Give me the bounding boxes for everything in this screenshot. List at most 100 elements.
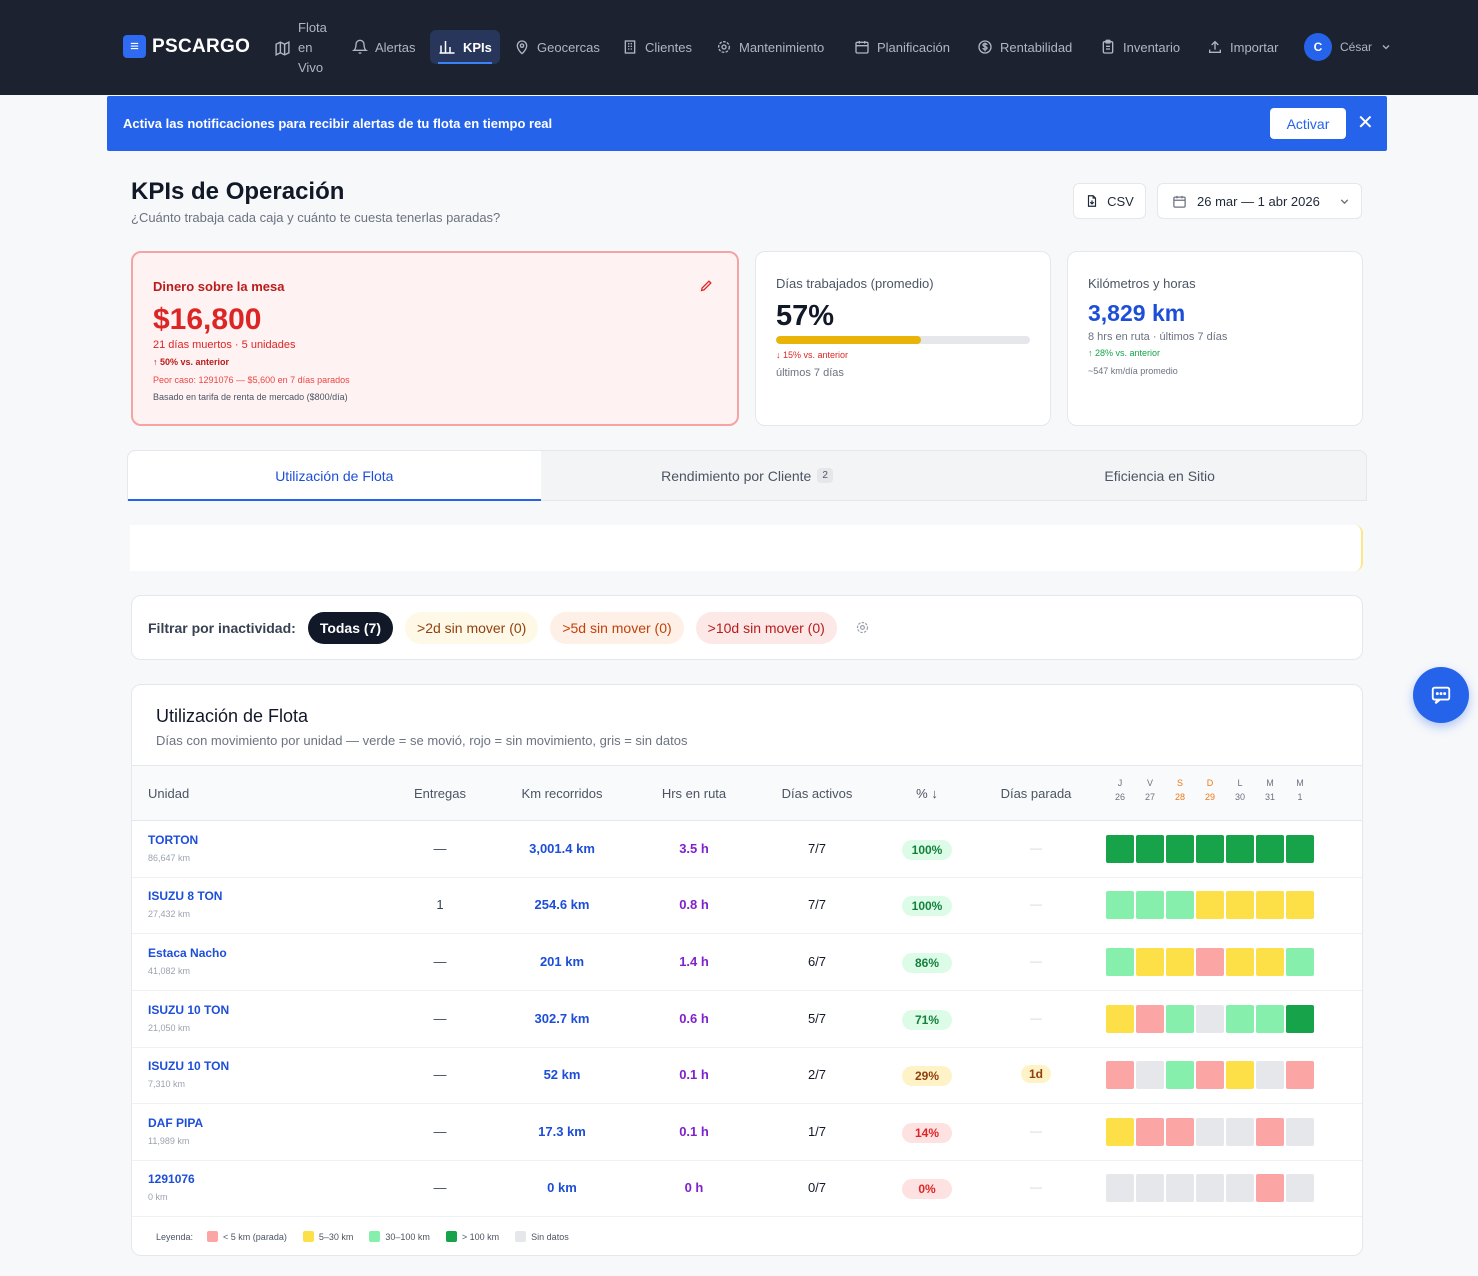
- table-row[interactable]: ISUZU 8 TON 27,432 km 1 254.6 km 0.8 h 7/7 100…: [132, 877, 1362, 934]
- day-activity-cell[interactable]: [1196, 1061, 1224, 1089]
- table-row[interactable]: Estaca Nacho 41,082 km — 201 km 1.4 h 6/7 86% —: [132, 934, 1362, 991]
- header-unidad[interactable]: Unidad: [148, 786, 190, 801]
- day-activity-cell[interactable]: [1226, 891, 1254, 919]
- day-activity-cell[interactable]: [1106, 835, 1134, 863]
- day-activity-cell[interactable]: [1286, 948, 1314, 976]
- day-activity-cell[interactable]: [1106, 1118, 1134, 1146]
- date-range-picker[interactable]: 26 mar — 1 abr 2026: [1157, 183, 1362, 219]
- brand-logo[interactable]: ≡ PSCARGO: [123, 35, 250, 58]
- filter-chip-5d[interactable]: >5d sin mover (0): [550, 611, 684, 644]
- day-activity-cell[interactable]: [1256, 1005, 1284, 1033]
- nav-item-planificacion[interactable]: Planificación: [846, 30, 958, 64]
- nav-item-clientes[interactable]: Clientes: [614, 30, 700, 64]
- day-activity-cell[interactable]: [1106, 1005, 1134, 1033]
- day-activity-cell[interactable]: [1106, 891, 1134, 919]
- day-activity-cell[interactable]: [1166, 1061, 1194, 1089]
- day-activity-cell[interactable]: [1286, 1118, 1314, 1146]
- day-activity-cell[interactable]: [1286, 1061, 1314, 1089]
- day-activity-cell[interactable]: [1256, 948, 1284, 976]
- header-dias-activos[interactable]: Días activos: [781, 786, 853, 801]
- header-dias-parada[interactable]: Días parada: [1000, 786, 1072, 801]
- nav-item-kpis[interactable]: KPIs: [430, 30, 500, 64]
- day-activity-cell[interactable]: [1256, 1174, 1284, 1202]
- day-activity-cell[interactable]: [1136, 1118, 1164, 1146]
- gear-icon[interactable]: [855, 620, 870, 635]
- user-menu[interactable]: C César: [1304, 33, 1392, 61]
- table-row[interactable]: DAF PIPA 11,989 km — 17.3 km 0.1 h 1/7 14% —: [132, 1104, 1362, 1161]
- table-row[interactable]: 1291076 0 km — 0 km 0 h 0/7 0% —: [132, 1160, 1362, 1217]
- nav-item-rentabilidad[interactable]: Rentabilidad: [969, 30, 1080, 64]
- unit-name-link[interactable]: TORTON: [148, 833, 199, 847]
- tab-eficiencia-sitio[interactable]: Eficiencia en Sitio: [953, 451, 1366, 500]
- pencil-icon[interactable]: [699, 278, 714, 293]
- day-activity-cell[interactable]: [1196, 1005, 1224, 1033]
- day-activity-cell[interactable]: [1286, 1005, 1314, 1033]
- day-activity-cell[interactable]: [1136, 1061, 1164, 1089]
- unit-name-link[interactable]: 1291076: [148, 1172, 195, 1186]
- daily-activity-cells: [1106, 1005, 1314, 1033]
- nav-item-importar[interactable]: Importar: [1199, 30, 1286, 64]
- unit-name-link[interactable]: DAF PIPA: [148, 1116, 204, 1130]
- table-row[interactable]: ISUZU 10 TON 21,050 km — 302.7 km 0.6 h 5/7 71…: [132, 991, 1362, 1048]
- day-activity-cell[interactable]: [1136, 835, 1164, 863]
- day-activity-cell[interactable]: [1226, 1174, 1254, 1202]
- day-activity-cell[interactable]: [1196, 835, 1224, 863]
- day-activity-cell[interactable]: [1106, 1174, 1134, 1202]
- filter-chip-2d[interactable]: >2d sin mover (0): [405, 611, 539, 644]
- unit-name-link[interactable]: ISUZU 8 TON: [148, 889, 223, 903]
- filter-chip-10d[interactable]: >10d sin mover (0): [695, 611, 837, 644]
- nav-label: Inventario: [1123, 39, 1181, 55]
- close-icon[interactable]: ✕: [1357, 112, 1374, 134]
- day-activity-cell[interactable]: [1226, 1061, 1254, 1089]
- day-activity-cell[interactable]: [1256, 835, 1284, 863]
- chat-button[interactable]: [1413, 667, 1469, 723]
- day-activity-cell[interactable]: [1286, 1174, 1314, 1202]
- day-activity-cell[interactable]: [1136, 1005, 1164, 1033]
- activate-notifications-button[interactable]: Activar: [1270, 108, 1346, 139]
- nav-item-alertas[interactable]: Alertas: [344, 30, 423, 64]
- unit-name-link[interactable]: ISUZU 10 TON: [148, 1059, 230, 1073]
- day-activity-cell[interactable]: [1166, 835, 1194, 863]
- day-activity-cell[interactable]: [1166, 948, 1194, 976]
- export-csv-button[interactable]: CSV: [1073, 183, 1146, 219]
- nav-item-flota-en-vivo[interactable]: Flota en Vivo: [266, 18, 340, 78]
- tab-label: Eficiencia en Sitio: [1104, 467, 1215, 484]
- day-activity-cell[interactable]: [1256, 1061, 1284, 1089]
- nav-item-geocercas[interactable]: Geocercas: [506, 30, 608, 64]
- table-row[interactable]: ISUZU 10 TON 7,310 km — 52 km 0.1 h 2/7 29% 1d: [132, 1047, 1362, 1104]
- day-activity-cell[interactable]: [1166, 1118, 1194, 1146]
- day-activity-cell[interactable]: [1136, 891, 1164, 919]
- day-activity-cell[interactable]: [1226, 1005, 1254, 1033]
- day-activity-cell[interactable]: [1166, 1174, 1194, 1202]
- unit-name-link[interactable]: ISUZU 10 TON: [148, 1003, 230, 1017]
- filter-chip-all[interactable]: Todas (7): [307, 611, 394, 644]
- table-row[interactable]: TORTON 86,647 km — 3,001.4 km 3.5 h 7/7 100% —: [132, 821, 1362, 878]
- tab-utilizacion-flota[interactable]: Utilización de Flota: [128, 451, 541, 501]
- day-activity-cell[interactable]: [1256, 891, 1284, 919]
- unit-name-link[interactable]: Estaca Nacho: [148, 946, 227, 960]
- day-activity-cell[interactable]: [1196, 948, 1224, 976]
- header-km[interactable]: Km recorridos: [521, 786, 603, 801]
- header-entregas[interactable]: Entregas: [413, 786, 467, 801]
- day-activity-cell[interactable]: [1106, 1061, 1134, 1089]
- day-activity-cell[interactable]: [1286, 891, 1314, 919]
- day-activity-cell[interactable]: [1196, 1174, 1224, 1202]
- day-activity-cell[interactable]: [1226, 1118, 1254, 1146]
- day-activity-cell[interactable]: [1166, 891, 1194, 919]
- day-activity-cell[interactable]: [1226, 835, 1254, 863]
- day-activity-cell[interactable]: [1286, 835, 1314, 863]
- day-activity-cell[interactable]: [1106, 948, 1134, 976]
- nav-item-inventario[interactable]: Inventario: [1092, 30, 1188, 64]
- day-activity-cell[interactable]: [1136, 948, 1164, 976]
- day-letter: M: [1296, 778, 1304, 788]
- day-activity-cell[interactable]: [1136, 1174, 1164, 1202]
- header-pct[interactable]: % ↓: [916, 786, 938, 801]
- day-activity-cell[interactable]: [1196, 891, 1224, 919]
- day-activity-cell[interactable]: [1196, 1118, 1224, 1146]
- day-activity-cell[interactable]: [1256, 1118, 1284, 1146]
- tab-rendimiento-cliente[interactable]: Rendimiento por Cliente 2: [541, 451, 954, 500]
- day-activity-cell[interactable]: [1226, 948, 1254, 976]
- header-hrs[interactable]: Hrs en ruta: [661, 786, 727, 801]
- nav-item-mantenimiento[interactable]: Mantenimiento: [708, 30, 832, 64]
- day-activity-cell[interactable]: [1166, 1005, 1194, 1033]
